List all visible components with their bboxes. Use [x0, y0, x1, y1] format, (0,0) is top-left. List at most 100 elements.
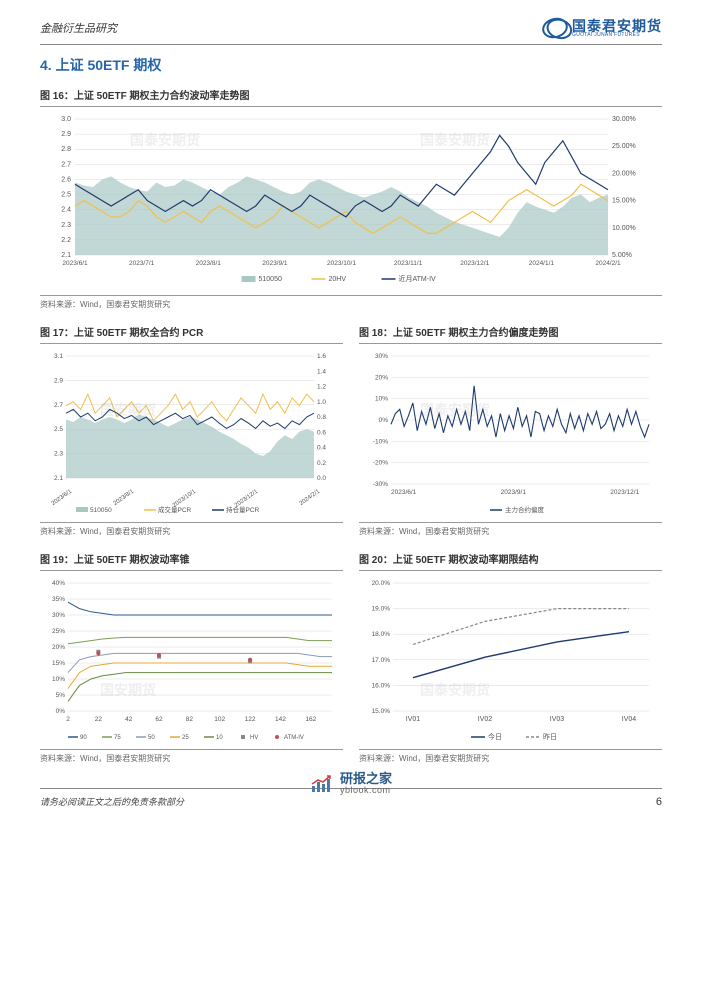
svg-text:62: 62: [155, 716, 163, 723]
logo-cn: 国泰君安期货: [572, 19, 662, 33]
footer-brand-en: yblook.com: [340, 786, 392, 796]
svg-text:2023/6/1: 2023/6/1: [62, 260, 88, 267]
svg-text:2023/9/1: 2023/9/1: [262, 260, 288, 267]
svg-text:15.0%: 15.0%: [372, 708, 391, 715]
chart-16-svg: 2.12.22.32.42.52.62.72.82.93.05.00%10.00…: [40, 111, 656, 291]
svg-text:20HV: 20HV: [329, 276, 347, 283]
svg-text:IV04: IV04: [622, 716, 637, 723]
svg-text:30%: 30%: [52, 612, 65, 619]
footer-disclaimer: 请务必阅读正文之后的免责条款部分: [40, 795, 184, 808]
svg-text:持仓量PCR: 持仓量PCR: [226, 505, 260, 514]
svg-text:2023/7/1: 2023/7/1: [129, 260, 155, 267]
svg-text:2: 2: [66, 716, 70, 723]
svg-text:3.1: 3.1: [54, 353, 63, 360]
svg-text:2.2: 2.2: [61, 237, 71, 244]
svg-text:今日: 今日: [488, 732, 502, 741]
svg-text:2023/8/1: 2023/8/1: [196, 260, 222, 267]
chart-17-block: 图 17：上证 50ETF 期权全合约 PCR 2.12.32.52.72.93…: [40, 324, 343, 537]
footer-brand: 研报之家 yblook.com: [310, 772, 392, 796]
chart-18-block: 图 18：上证 50ETF 期权主力合约偏度走势图 -30% -20% -10% 0%…: [359, 324, 662, 537]
svg-text:0%: 0%: [379, 417, 389, 424]
svg-text:ATM-IV: ATM-IV: [284, 735, 304, 741]
svg-text:75: 75: [114, 735, 121, 741]
svg-text:2.6: 2.6: [61, 176, 71, 183]
svg-text:昨日: 昨日: [543, 732, 557, 741]
svg-text:2.3: 2.3: [54, 451, 63, 458]
chart-17-source: 资料来源：Wind，国泰君安期货研究: [40, 522, 343, 537]
svg-text:2023/10/1: 2023/10/1: [172, 488, 198, 509]
svg-text:2.8: 2.8: [61, 146, 71, 153]
svg-text:40%: 40%: [52, 580, 65, 587]
svg-text:0%: 0%: [56, 708, 66, 715]
svg-text:5%: 5%: [56, 692, 66, 699]
svg-text:22: 22: [95, 716, 103, 723]
footer-brand-icon: [310, 774, 334, 794]
chart-18-source: 资料来源：Wind，国泰君安期货研究: [359, 522, 662, 537]
svg-text:-10%: -10%: [373, 438, 388, 445]
svg-text:15.00%: 15.00%: [612, 198, 636, 205]
svg-text:-20%: -20%: [373, 460, 388, 467]
svg-text:IV01: IV01: [406, 716, 421, 723]
chart-19-svg: 0%5%10%15%20%25%30%35%40%222426282102122…: [40, 575, 340, 745]
chart-19-block: 图 19：上证 50ETF 期权波动率锥 0%5%10%15%20%25%30%…: [40, 551, 343, 764]
footer-brand-cn: 研报之家: [340, 772, 392, 786]
chart-16-source: 资料来源：Wind，国泰君安期货研究: [40, 295, 662, 310]
svg-text:3.0: 3.0: [61, 116, 71, 123]
chart-20-title: 图 20：上证 50ETF 期权波动率期限结构: [359, 551, 662, 571]
svg-text:2023/6/1: 2023/6/1: [391, 489, 417, 496]
svg-text:主力合约偏度: 主力合约偏度: [505, 505, 545, 514]
svg-text:510050: 510050: [90, 507, 112, 514]
svg-text:2.5: 2.5: [61, 192, 71, 199]
svg-text:25%: 25%: [52, 628, 65, 635]
svg-text:122: 122: [245, 716, 256, 723]
svg-text:2.5: 2.5: [54, 426, 63, 433]
svg-text:2.1: 2.1: [61, 252, 71, 259]
svg-text:25.00%: 25.00%: [612, 143, 636, 150]
chart-20-source: 资料来源：Wind，国泰君安期货研究: [359, 749, 662, 764]
chart-18-title: 图 18：上证 50ETF 期权主力合约偏度走势图: [359, 324, 662, 344]
svg-text:2023/9/1: 2023/9/1: [501, 489, 527, 496]
svg-text:IV02: IV02: [478, 716, 493, 723]
page-number: 6: [656, 796, 662, 808]
svg-text:16.0%: 16.0%: [372, 682, 391, 689]
logo-en: GUOTAI JUNAN FUTURES: [572, 33, 662, 38]
chart-16-block: 图 16：上证 50ETF 期权主力合约波动率走势图 2.12.22.32.42…: [40, 87, 662, 310]
svg-text:2024/2/1: 2024/2/1: [299, 488, 322, 507]
svg-text:0.0: 0.0: [317, 475, 326, 482]
svg-text:510050: 510050: [259, 276, 282, 283]
svg-text:2023/10/1: 2023/10/1: [327, 260, 356, 267]
header-category: 金融衍生品研究: [40, 20, 117, 36]
svg-text:1.6: 1.6: [317, 353, 326, 360]
chart-18-svg: -30%-20%-10%0%10%20%30%2023/6/12023/9/12…: [359, 348, 659, 518]
svg-text:10%: 10%: [375, 396, 388, 403]
svg-text:19.0%: 19.0%: [372, 606, 391, 613]
svg-text:2.3: 2.3: [61, 222, 71, 229]
svg-text:162: 162: [305, 716, 316, 723]
svg-text:20.00%: 20.00%: [612, 170, 636, 177]
svg-text:82: 82: [186, 716, 194, 723]
svg-text:2.9: 2.9: [61, 131, 71, 138]
svg-text:1.4: 1.4: [317, 368, 326, 375]
svg-text:1.2: 1.2: [317, 384, 326, 391]
svg-text:20%: 20%: [375, 374, 388, 381]
svg-text:25: 25: [182, 735, 189, 741]
svg-text:10%: 10%: [52, 676, 65, 683]
svg-text:2023/12/1: 2023/12/1: [234, 488, 260, 509]
svg-text:2024/2/1: 2024/2/1: [595, 260, 621, 267]
svg-text:1.0: 1.0: [317, 399, 326, 406]
svg-text:20.0%: 20.0%: [372, 580, 391, 587]
svg-text:18.0%: 18.0%: [372, 631, 391, 638]
svg-text:50: 50: [148, 735, 155, 741]
svg-text:35%: 35%: [52, 596, 65, 603]
svg-text:2.7: 2.7: [54, 402, 63, 409]
chart-16-title: 图 16：上证 50ETF 期权主力合约波动率走势图: [40, 87, 662, 107]
svg-text:0.4: 0.4: [317, 445, 326, 452]
svg-text:IV03: IV03: [550, 716, 565, 723]
logo-icon: [540, 15, 570, 41]
header-logo: 国泰君安期货 GUOTAI JUNAN FUTURES: [542, 18, 662, 38]
svg-text:20%: 20%: [52, 644, 65, 651]
svg-text:2023/6/1: 2023/6/1: [51, 488, 74, 507]
svg-text:近月ATM-IV: 近月ATM-IV: [399, 274, 437, 283]
svg-text:2023/12/1: 2023/12/1: [610, 489, 639, 496]
svg-text:-30%: -30%: [373, 481, 388, 488]
